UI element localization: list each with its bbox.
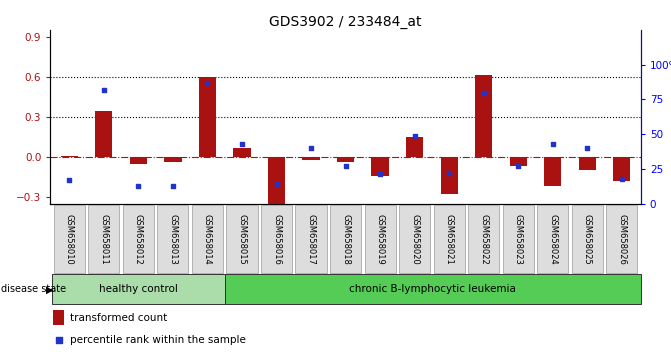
Text: GSM658013: GSM658013 xyxy=(168,213,177,264)
Point xyxy=(168,183,178,188)
Text: GSM658023: GSM658023 xyxy=(514,213,523,264)
Point xyxy=(548,141,558,147)
Bar xyxy=(130,157,147,164)
FancyBboxPatch shape xyxy=(364,205,396,273)
Text: GSM658026: GSM658026 xyxy=(617,213,626,264)
FancyBboxPatch shape xyxy=(89,205,119,273)
Point xyxy=(237,141,248,147)
Text: percentile rank within the sample: percentile rank within the sample xyxy=(70,335,246,346)
Bar xyxy=(268,157,285,204)
Text: GSM658021: GSM658021 xyxy=(445,213,454,264)
FancyBboxPatch shape xyxy=(192,205,223,273)
Text: healthy control: healthy control xyxy=(99,284,178,295)
Text: GSM658011: GSM658011 xyxy=(99,213,108,264)
Bar xyxy=(372,157,389,176)
Point xyxy=(374,172,385,177)
FancyBboxPatch shape xyxy=(52,274,225,304)
FancyBboxPatch shape xyxy=(607,205,637,273)
Text: GSM658019: GSM658019 xyxy=(376,213,384,264)
Bar xyxy=(60,155,78,157)
Text: GSM658010: GSM658010 xyxy=(65,213,74,264)
Text: GSM658017: GSM658017 xyxy=(307,213,315,264)
Point xyxy=(99,87,109,93)
Text: chronic B-lymphocytic leukemia: chronic B-lymphocytic leukemia xyxy=(350,284,516,295)
Point xyxy=(478,90,489,95)
Bar xyxy=(95,112,113,157)
FancyBboxPatch shape xyxy=(123,205,154,273)
Bar xyxy=(475,75,493,157)
Point xyxy=(340,163,351,169)
Text: ▶: ▶ xyxy=(46,284,53,295)
Point xyxy=(513,163,523,169)
FancyBboxPatch shape xyxy=(468,205,499,273)
Text: GSM658018: GSM658018 xyxy=(341,213,350,264)
Point xyxy=(64,177,74,183)
Text: transformed count: transformed count xyxy=(70,313,167,323)
Title: GDS3902 / 233484_at: GDS3902 / 233484_at xyxy=(269,15,422,29)
FancyBboxPatch shape xyxy=(225,274,641,304)
Bar xyxy=(613,157,631,181)
Text: GSM658024: GSM658024 xyxy=(548,213,557,264)
Point xyxy=(306,145,317,151)
Point xyxy=(444,170,454,176)
Bar xyxy=(337,157,354,162)
FancyBboxPatch shape xyxy=(158,205,189,273)
FancyBboxPatch shape xyxy=(537,205,568,273)
FancyBboxPatch shape xyxy=(54,205,85,273)
Bar xyxy=(441,157,458,194)
Bar xyxy=(509,157,527,166)
Text: GSM658014: GSM658014 xyxy=(203,213,212,264)
Text: disease state: disease state xyxy=(1,284,66,295)
FancyBboxPatch shape xyxy=(261,205,292,273)
Text: GSM658016: GSM658016 xyxy=(272,213,281,264)
FancyBboxPatch shape xyxy=(330,205,361,273)
FancyBboxPatch shape xyxy=(572,205,603,273)
Text: GSM658025: GSM658025 xyxy=(583,213,592,264)
Point xyxy=(409,133,420,138)
Text: GSM658015: GSM658015 xyxy=(238,213,246,264)
Point xyxy=(53,337,64,343)
Bar xyxy=(406,137,423,157)
FancyBboxPatch shape xyxy=(226,205,258,273)
Point xyxy=(617,176,627,181)
Point xyxy=(271,181,282,187)
FancyBboxPatch shape xyxy=(399,205,430,273)
Text: GSM658020: GSM658020 xyxy=(410,213,419,264)
Bar xyxy=(578,157,596,170)
FancyBboxPatch shape xyxy=(503,205,533,273)
Point xyxy=(202,80,213,86)
FancyBboxPatch shape xyxy=(433,205,465,273)
Bar xyxy=(234,148,250,157)
Bar xyxy=(164,157,182,162)
Bar xyxy=(303,157,319,160)
Text: GSM658012: GSM658012 xyxy=(134,213,143,264)
Bar xyxy=(53,310,64,325)
Bar xyxy=(544,157,562,186)
FancyBboxPatch shape xyxy=(295,205,327,273)
Bar xyxy=(199,77,216,157)
Text: GSM658022: GSM658022 xyxy=(479,213,488,264)
Point xyxy=(133,183,144,188)
Point xyxy=(582,145,592,151)
